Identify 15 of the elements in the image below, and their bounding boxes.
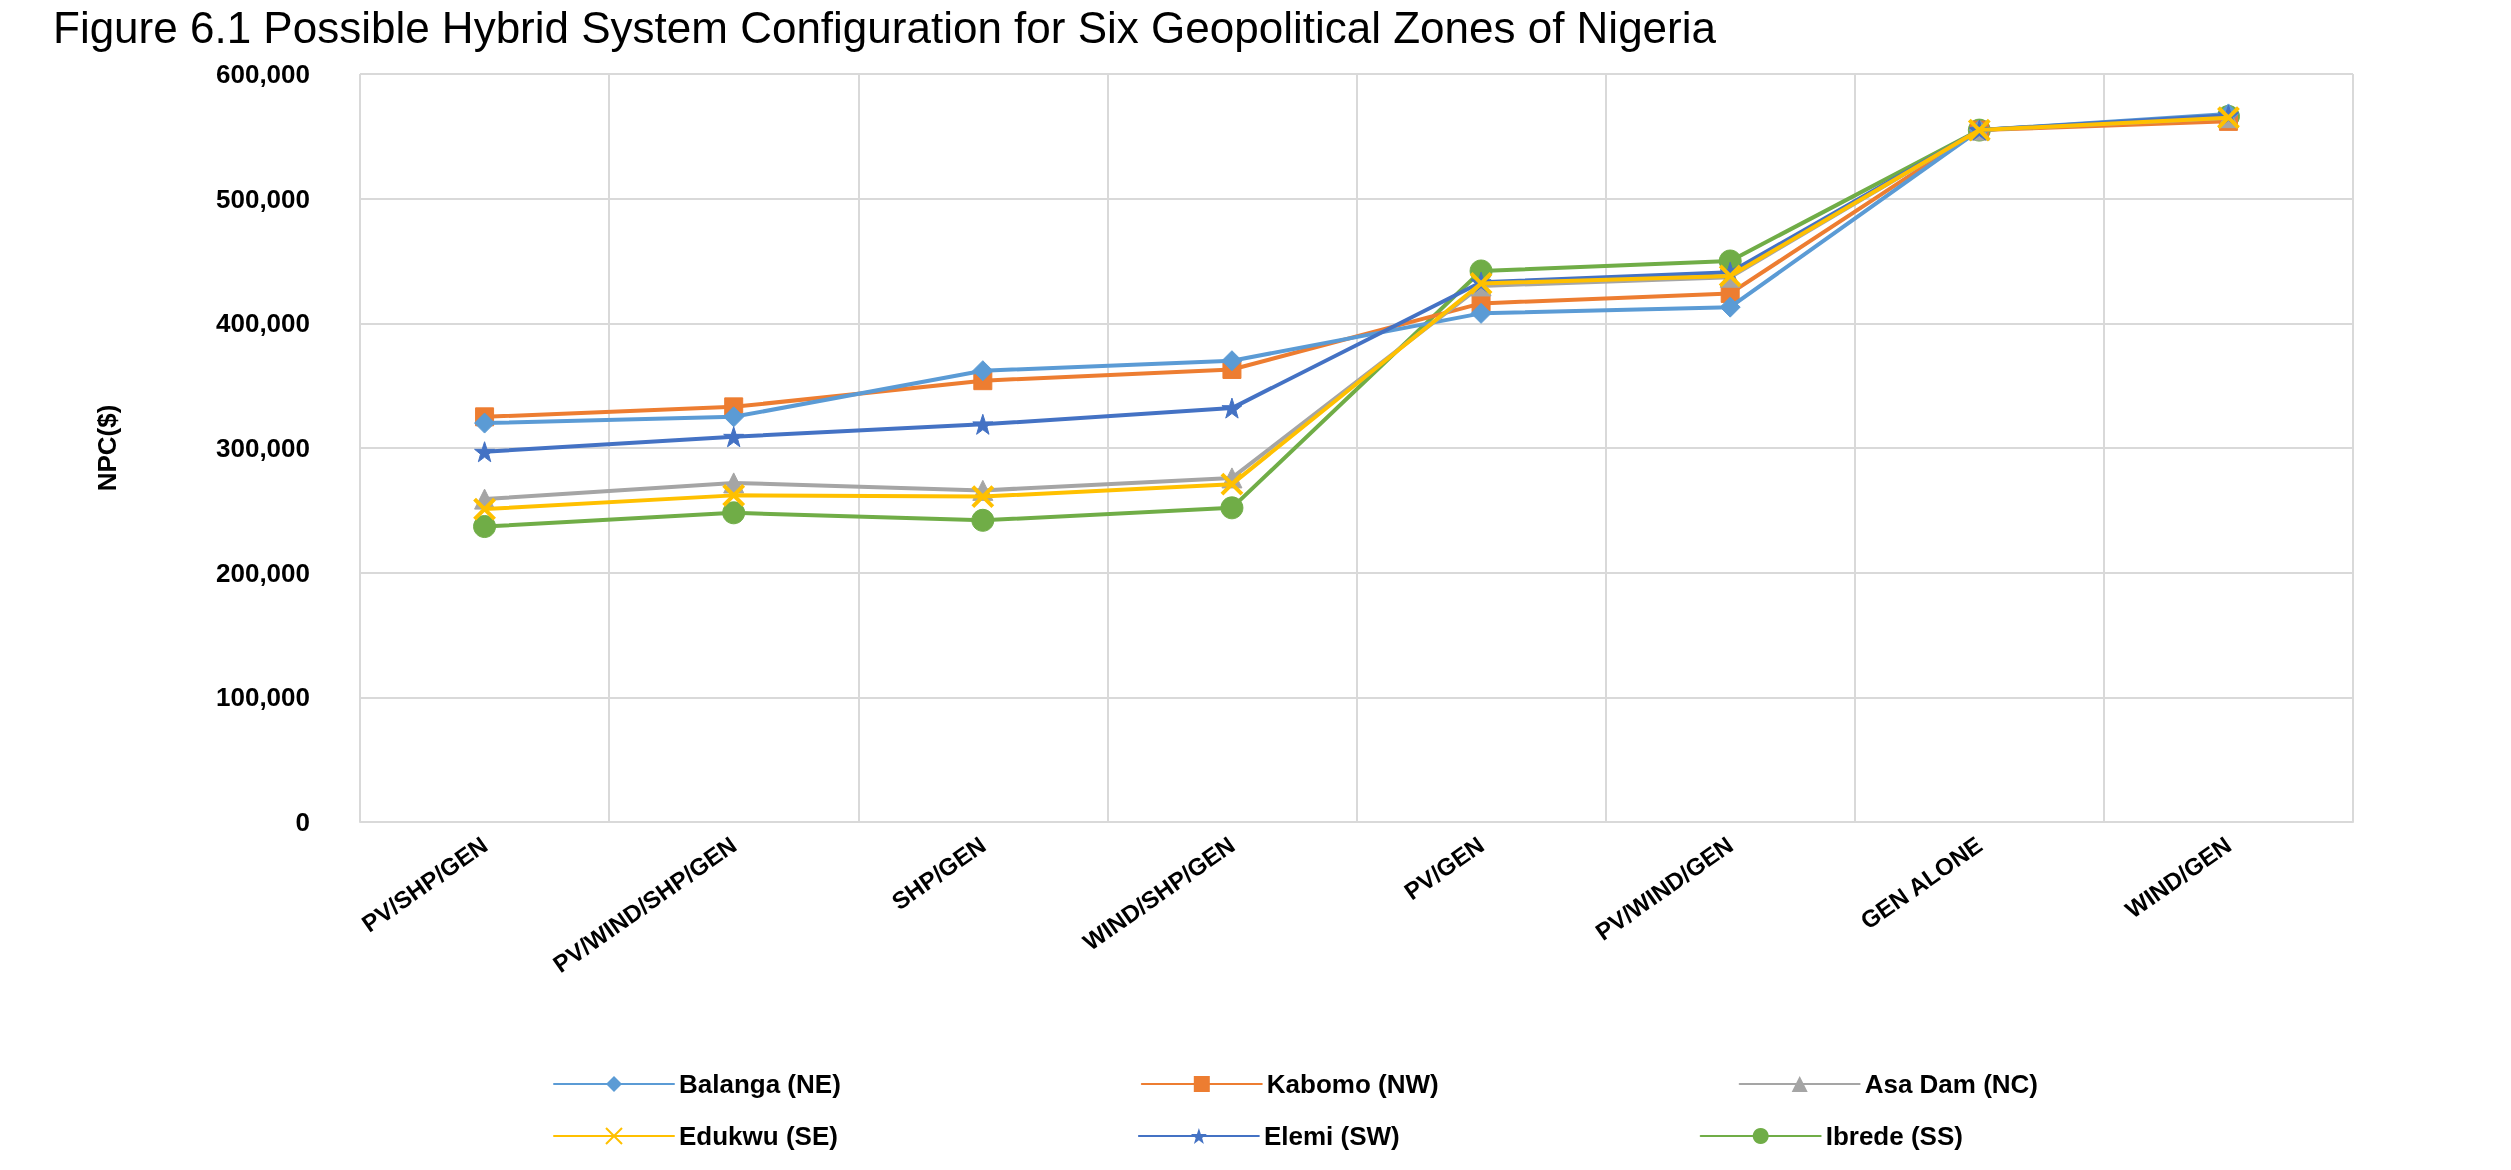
y-tick-label: 100,000: [216, 682, 310, 713]
y-tick-label: 600,000: [216, 59, 310, 89]
legend-label: Ibrede (SS): [1825, 1121, 1963, 1151]
legend-label: Edukwu (SE): [679, 1121, 838, 1151]
y-tick-label: 0: [295, 807, 310, 837]
y-tick-label: 500,000: [216, 183, 310, 214]
y-tick-label: 200,000: [216, 557, 310, 588]
y-tick-label: 300,000: [216, 433, 310, 463]
legend-label: Asa Dam (NC): [1864, 1069, 2039, 1099]
legend-label: Balanga (NE): [679, 1069, 841, 1099]
y-axis-title: NPC($): [92, 404, 122, 492]
y-tick-label: 400,000: [216, 308, 310, 339]
legend-label: Elemi (SW): [1263, 1121, 1400, 1151]
legend-label: Kabomo (NW): [1266, 1069, 1439, 1099]
chart-title: Figure 6.1 Possible Hybrid System Configuration for Six Geopolitical Zones of Nigeria: [53, 2, 1717, 52]
